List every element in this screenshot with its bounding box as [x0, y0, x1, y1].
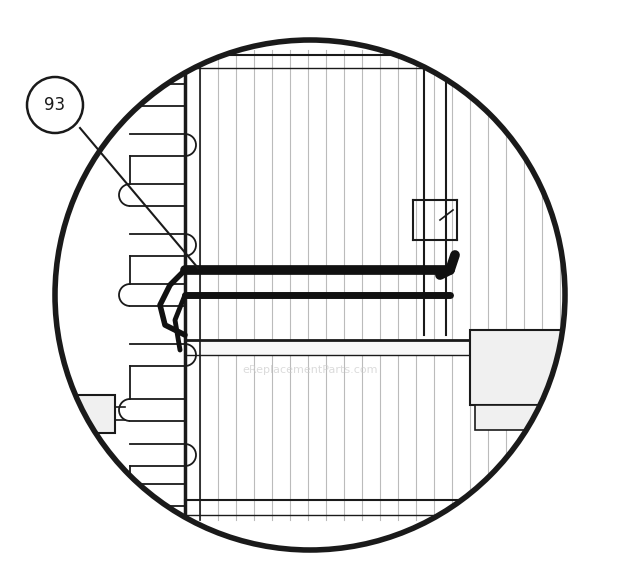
Text: eReplacementParts.com: eReplacementParts.com — [242, 365, 378, 375]
Bar — [475, 405, 565, 430]
Circle shape — [27, 77, 83, 133]
Bar — [200, 340, 570, 355]
Bar — [70, 395, 115, 433]
Bar — [470, 330, 565, 405]
Circle shape — [55, 40, 565, 550]
Text: 93: 93 — [45, 96, 66, 114]
